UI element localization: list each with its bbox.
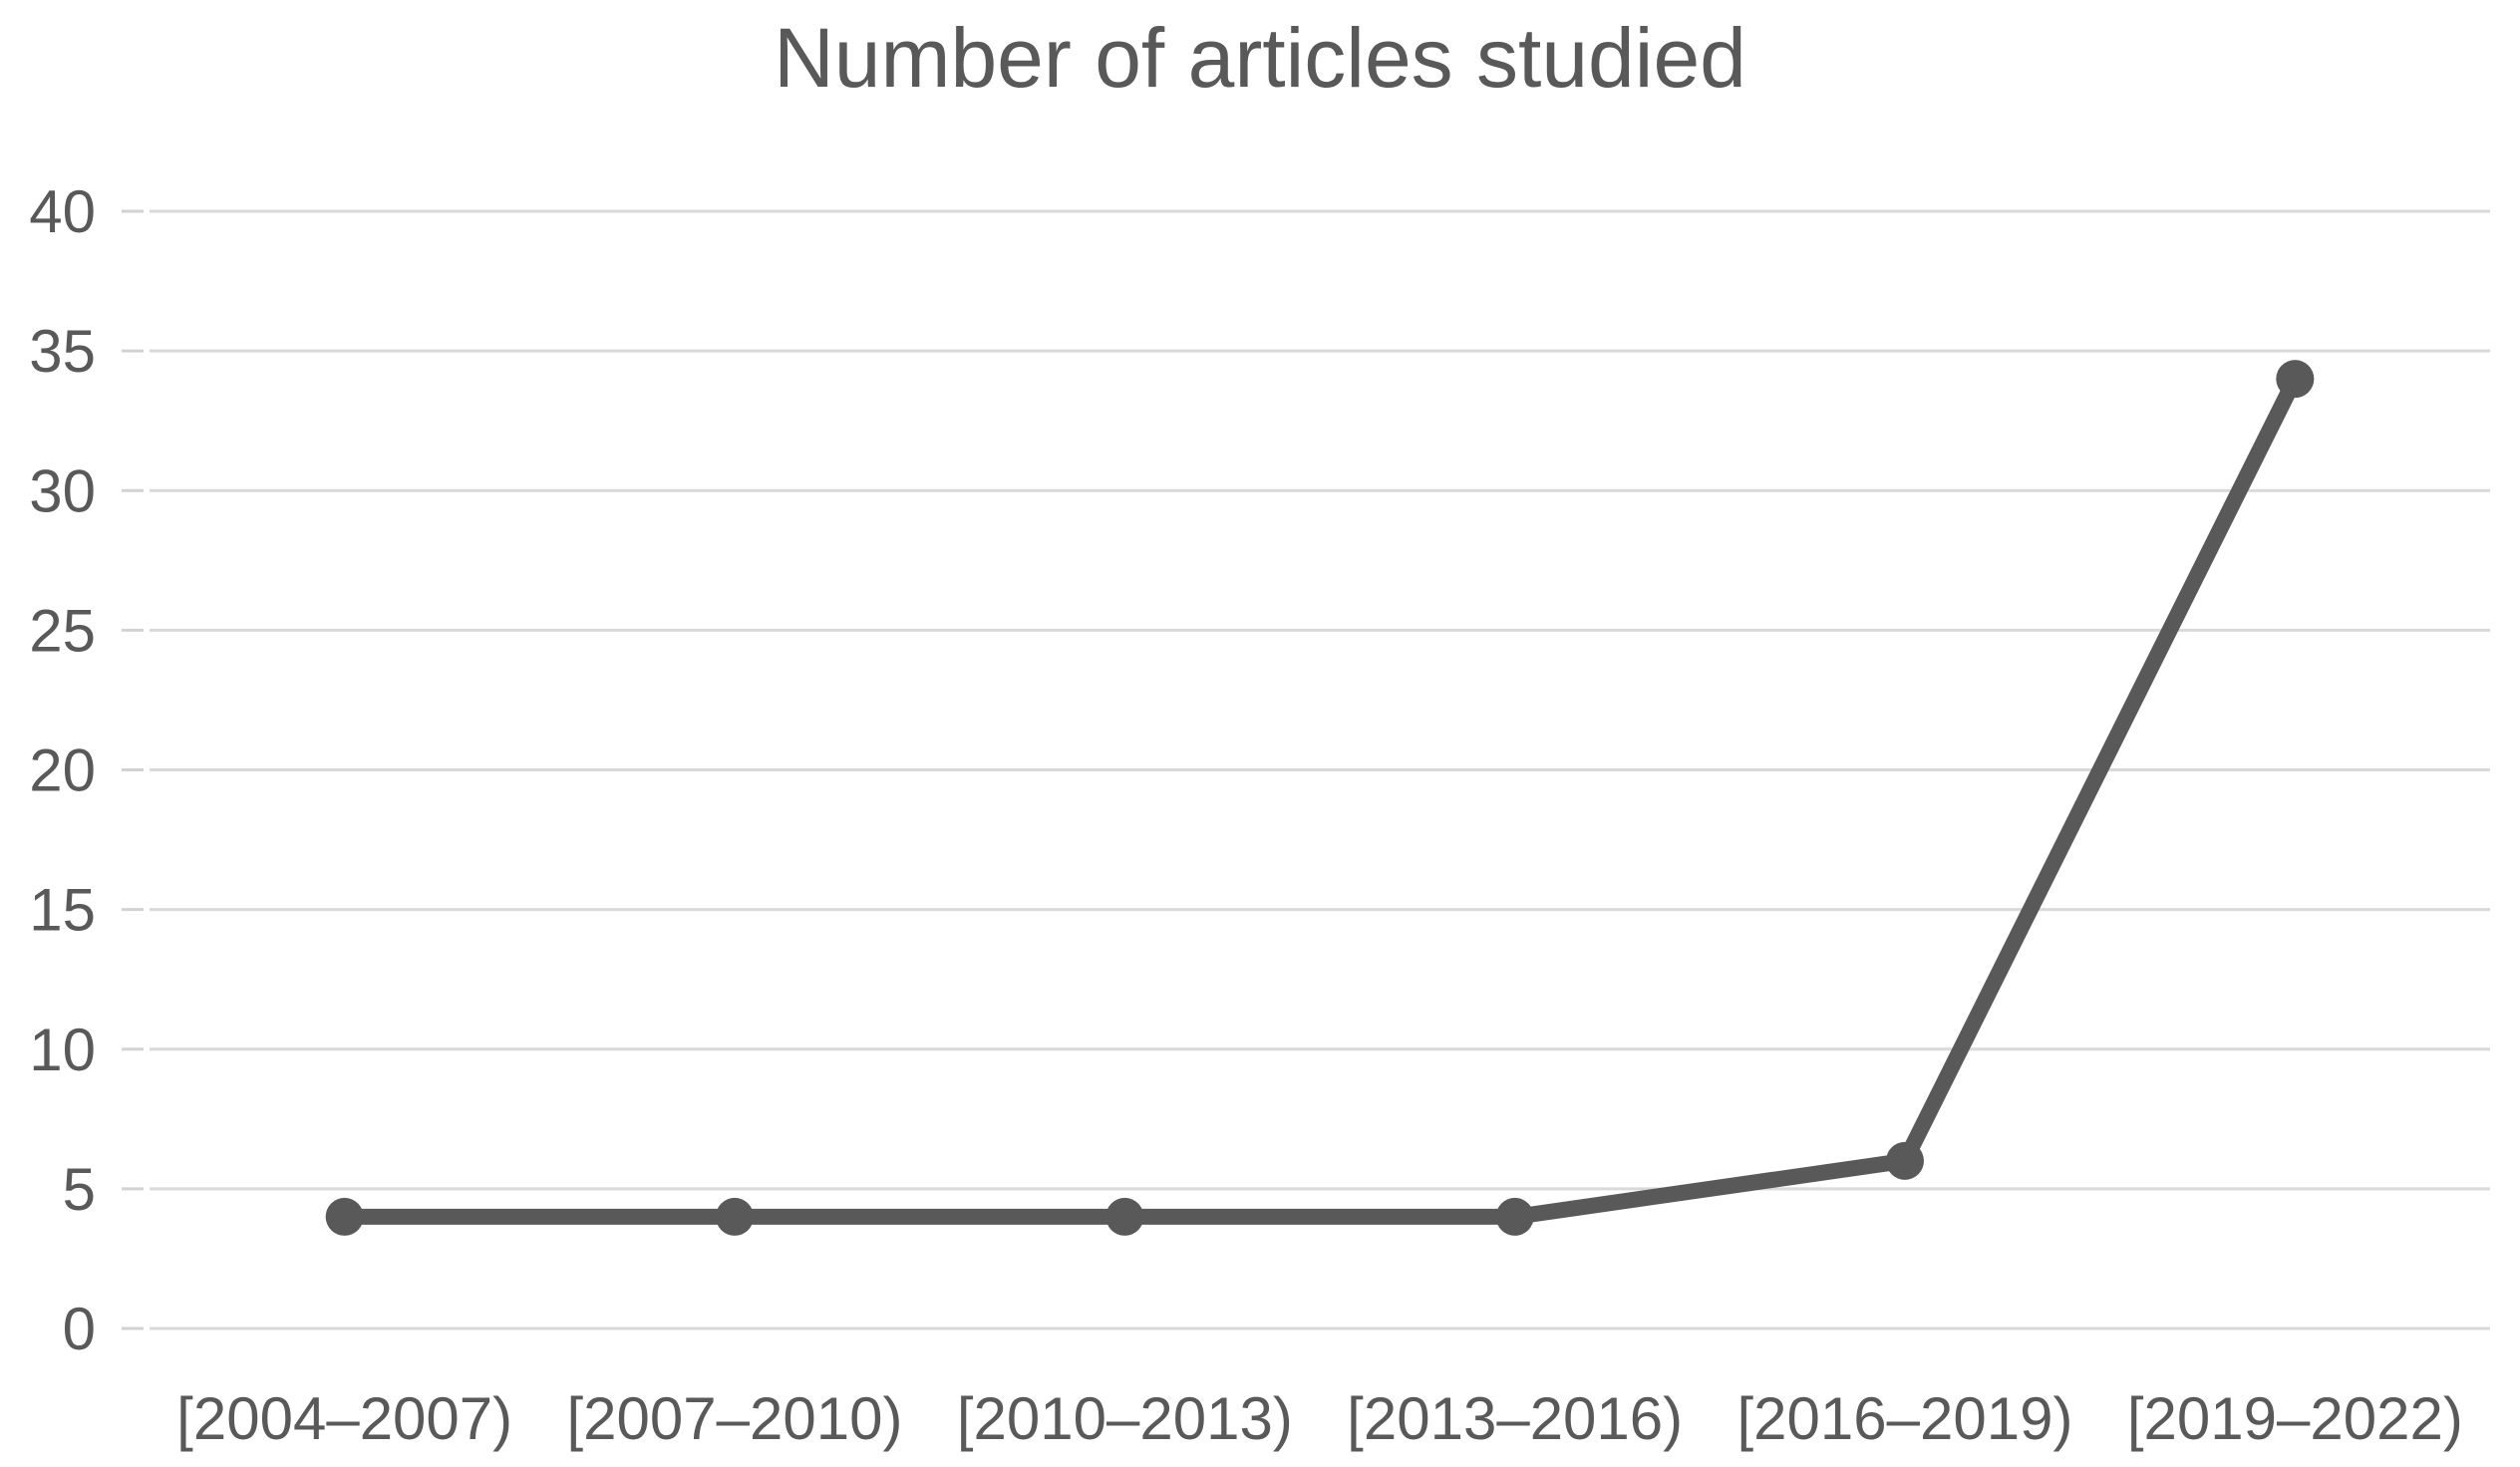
y-axis-label: 20 (29, 737, 96, 804)
y-axis-label: 35 (29, 318, 96, 385)
data-point-marker (2276, 360, 2315, 399)
x-axis-label: [2019–2022) (2127, 1385, 2463, 1452)
y-axis-label: 0 (63, 1296, 96, 1362)
y-axis-label: 40 (29, 178, 96, 245)
data-point-marker (1886, 1141, 1924, 1180)
x-axis-label: [2016–2019) (1737, 1385, 2073, 1452)
data-point-marker (325, 1197, 364, 1236)
chart-title: Number of articles studied (774, 11, 1746, 105)
y-axis-label: 30 (29, 457, 96, 524)
x-axis-label: [2007–2010) (567, 1385, 903, 1452)
data-point-marker (1495, 1197, 1534, 1236)
y-axis-label: 10 (29, 1017, 96, 1083)
x-axis-label: [2010–2013) (957, 1385, 1293, 1452)
x-axis-label: [2013–2016) (1347, 1385, 1683, 1452)
x-axis-label: [2004–2007) (176, 1385, 512, 1452)
y-axis-label: 5 (63, 1156, 96, 1223)
y-axis-label: 15 (29, 877, 96, 944)
y-axis-label: 25 (29, 597, 96, 664)
data-point-marker (1105, 1197, 1144, 1236)
data-line (336, 371, 2304, 1225)
data-point-marker (716, 1197, 754, 1236)
